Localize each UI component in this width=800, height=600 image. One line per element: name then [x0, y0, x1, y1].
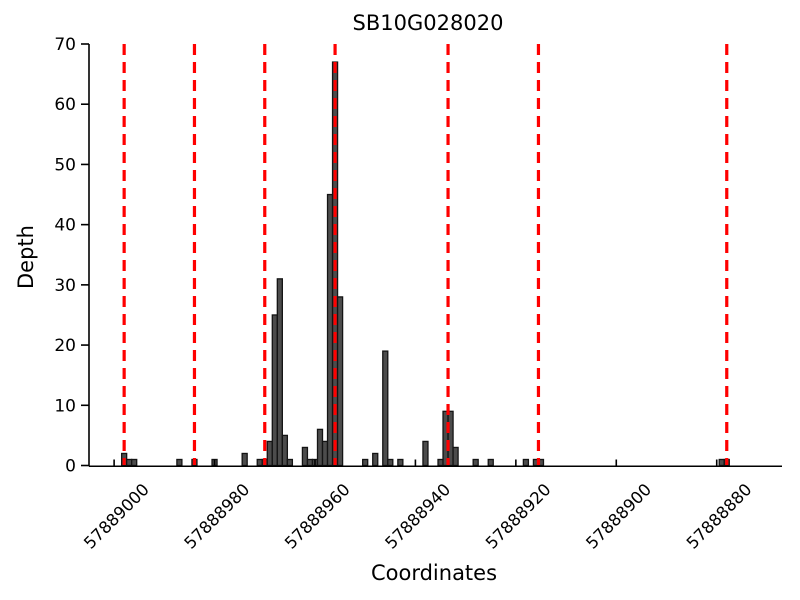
- depth-bar: [266, 440, 273, 467]
- depth-bar: [362, 458, 369, 467]
- depth-bar: [241, 452, 248, 467]
- depth-bar: [321, 440, 329, 467]
- x-tick-label: 57889000: [80, 480, 153, 553]
- depth-bar: [397, 458, 404, 467]
- y-tick-label: 40: [54, 216, 76, 236]
- depth-bar: [522, 458, 530, 467]
- y-tick-label: 10: [54, 396, 76, 416]
- depth-bar: [276, 278, 283, 467]
- marker-lines-group: [122, 44, 729, 465]
- depth-bar: [281, 434, 289, 467]
- depth-bar: [442, 410, 449, 467]
- x-tick-label: 57888920: [482, 480, 555, 553]
- depth-bar: [422, 440, 429, 467]
- depth-bar: [306, 458, 314, 467]
- depth-bar: [271, 314, 278, 467]
- y-tick-label: 50: [54, 155, 76, 175]
- x-tick-label: 57888880: [683, 480, 756, 553]
- bars-group: [120, 61, 730, 467]
- depth-bar: [437, 458, 444, 467]
- x-tick-label: 57888940: [381, 480, 454, 553]
- y-tick-label: 60: [54, 95, 76, 115]
- depth-bar: [301, 446, 309, 467]
- depth-bar: [336, 296, 344, 467]
- depth-bar: [131, 458, 138, 467]
- depth-bar: [176, 458, 183, 467]
- depth-bar: [372, 452, 379, 467]
- y-tick-label: 0: [65, 457, 76, 477]
- x-axis-label: Coordinates: [371, 561, 497, 585]
- depth-bar: [256, 458, 263, 467]
- depth-bar: [382, 350, 389, 467]
- x-tick-label: 57888900: [582, 480, 655, 553]
- y-axis: 0 10 20 30 40 50 60 70: [54, 35, 90, 477]
- y-tick-label: 70: [54, 35, 76, 55]
- depth-bar: [316, 428, 324, 467]
- x-axis: 57889000 57888980 57888960 57888940 57888920…: [80, 459, 782, 553]
- depth-bar: [487, 458, 494, 467]
- y-tick-label: 20: [54, 336, 76, 356]
- depth-bar: [447, 410, 454, 467]
- depth-bar: [286, 458, 294, 467]
- depth-bar: [126, 458, 133, 467]
- depth-bar: [718, 458, 725, 467]
- depth-bar: [472, 458, 479, 467]
- y-tick-label: 30: [54, 276, 76, 296]
- chart-title: SB10G028020: [353, 11, 504, 35]
- x-tick-label: 57888960: [281, 480, 354, 553]
- depth-bar: [326, 193, 334, 467]
- x-tick-label: 57888980: [181, 480, 254, 553]
- depth-bar: [452, 446, 459, 467]
- depth-bar: [387, 458, 394, 467]
- y-axis-label: Depth: [14, 225, 38, 289]
